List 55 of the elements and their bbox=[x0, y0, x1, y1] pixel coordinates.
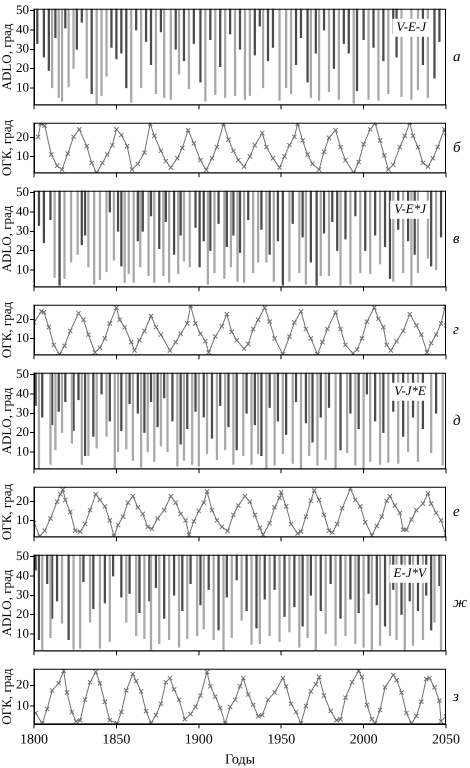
y-tick-label: 30 bbox=[16, 222, 29, 238]
y-tick-label: 10 bbox=[16, 512, 29, 527]
y-tick-label: 20 bbox=[16, 311, 29, 326]
annotation: V-J*E bbox=[394, 383, 426, 398]
annotation: V-E-J bbox=[396, 19, 428, 34]
y-tick-label: 40 bbox=[16, 203, 29, 218]
y-tick-label: 10 bbox=[16, 697, 29, 712]
text: е bbox=[453, 503, 460, 521]
text: ж bbox=[453, 594, 467, 612]
y-axis-title: ОГК, град bbox=[0, 483, 14, 540]
y-tick-label: 20 bbox=[16, 606, 29, 621]
y-tick-label: 30 bbox=[16, 586, 29, 602]
y-tick-label: 20 bbox=[16, 60, 29, 75]
text: б bbox=[453, 139, 461, 157]
text: в bbox=[453, 230, 460, 248]
x-tick-label: 2000 bbox=[350, 732, 378, 748]
x-tick-label: 1950 bbox=[267, 732, 296, 748]
text: з bbox=[453, 688, 459, 706]
y-axis-title: ОГК, град bbox=[0, 301, 14, 358]
y-axis-title: ADLO, град bbox=[0, 569, 14, 636]
y-tick-label: 10 bbox=[16, 330, 29, 345]
y-tick-label: 50 bbox=[16, 548, 29, 564]
y-tick-label: 50 bbox=[16, 2, 29, 18]
y-tick-label: 40 bbox=[16, 21, 29, 36]
y-tick-label: 30 bbox=[16, 404, 29, 420]
text: а bbox=[453, 48, 460, 66]
y-axis-title: ОГК, град bbox=[0, 668, 14, 725]
text: г bbox=[453, 321, 459, 339]
x-tick-label: 2050 bbox=[432, 732, 460, 748]
annotation: V-E*J bbox=[394, 201, 428, 216]
y-tick-label: 20 bbox=[16, 676, 29, 692]
x-tick-label: 1850 bbox=[102, 732, 130, 748]
y-tick-label: 10 bbox=[16, 625, 29, 640]
y-axis-title: ADLO, град bbox=[0, 387, 14, 454]
x-tick-label: 1900 bbox=[184, 732, 213, 748]
y-tick-label: 10 bbox=[16, 79, 29, 94]
y-tick-label: 20 bbox=[16, 493, 29, 508]
y-tick-label: 10 bbox=[16, 261, 29, 276]
y-tick-label: 20 bbox=[16, 129, 29, 144]
y-axis-title: ОГК, град bbox=[0, 119, 14, 176]
annotation: E-J*V bbox=[392, 565, 428, 580]
y-tick-label: 10 bbox=[16, 148, 29, 163]
y-tick-label: 40 bbox=[16, 385, 29, 400]
y-axis-title: ADLO, град bbox=[0, 205, 14, 272]
y-tick-label: 50 bbox=[16, 184, 29, 200]
text: д bbox=[453, 412, 461, 430]
x-axis-title: Годы bbox=[225, 752, 256, 768]
y-tick-label: 50 bbox=[16, 366, 29, 382]
y-axis-title: ADLO, град bbox=[0, 23, 14, 90]
y-tick-label: 20 bbox=[16, 242, 29, 257]
y-tick-label: 30 bbox=[16, 40, 29, 56]
x-tick-label: 1800 bbox=[20, 732, 48, 748]
y-tick-label: 20 bbox=[16, 424, 29, 439]
y-tick-label: 40 bbox=[16, 567, 29, 582]
y-tick-label: 10 bbox=[16, 443, 29, 458]
